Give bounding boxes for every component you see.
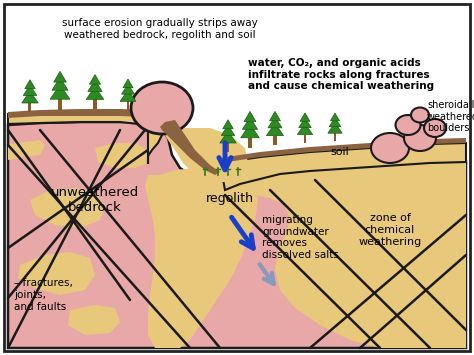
Polygon shape	[185, 218, 232, 248]
Polygon shape	[52, 78, 68, 90]
Polygon shape	[300, 113, 310, 121]
Text: zone of
chemical
weathering: zone of chemical weathering	[358, 213, 422, 247]
Text: unweathered
bedrock: unweathered bedrock	[51, 186, 139, 214]
Bar	[227, 143, 229, 152]
Polygon shape	[30, 188, 105, 228]
Polygon shape	[330, 113, 339, 121]
Polygon shape	[268, 117, 282, 128]
Polygon shape	[25, 80, 35, 89]
Ellipse shape	[404, 125, 436, 151]
Polygon shape	[50, 85, 70, 99]
Polygon shape	[223, 120, 233, 129]
Polygon shape	[123, 79, 133, 88]
Polygon shape	[244, 111, 256, 122]
Polygon shape	[329, 118, 341, 127]
Polygon shape	[8, 111, 162, 164]
Polygon shape	[23, 85, 37, 95]
Bar	[28, 103, 31, 112]
Polygon shape	[220, 131, 236, 143]
Bar	[248, 138, 252, 148]
Polygon shape	[297, 124, 313, 135]
Bar	[304, 135, 306, 143]
Text: – fractures,
joints,
and faults: – fractures, joints, and faults	[14, 278, 73, 312]
Ellipse shape	[371, 133, 409, 163]
Bar	[127, 102, 129, 110]
Bar	[93, 99, 97, 109]
Polygon shape	[241, 124, 259, 138]
Polygon shape	[90, 75, 100, 84]
Polygon shape	[145, 168, 258, 348]
Polygon shape	[120, 90, 136, 102]
Polygon shape	[299, 118, 311, 127]
Text: soil: soil	[330, 147, 349, 157]
Text: migrating
groundwater
removes
dissolved salts: migrating groundwater removes dissolved …	[262, 215, 339, 260]
Polygon shape	[242, 118, 258, 129]
Polygon shape	[8, 140, 45, 160]
Polygon shape	[266, 123, 283, 136]
Polygon shape	[220, 143, 466, 190]
Polygon shape	[121, 84, 135, 94]
Polygon shape	[221, 125, 235, 136]
Polygon shape	[220, 138, 466, 163]
Text: water, CO₂, and organic acids
infiltrate rocks along fractures
and cause chemica: water, CO₂, and organic acids infiltrate…	[248, 58, 434, 91]
Ellipse shape	[424, 119, 446, 137]
Polygon shape	[8, 109, 150, 118]
Polygon shape	[18, 252, 95, 295]
Polygon shape	[22, 91, 38, 103]
Polygon shape	[328, 123, 342, 133]
Ellipse shape	[411, 108, 429, 122]
Polygon shape	[68, 305, 120, 335]
Polygon shape	[165, 128, 248, 182]
Polygon shape	[220, 162, 466, 348]
Bar	[273, 136, 276, 145]
Polygon shape	[270, 111, 281, 121]
Polygon shape	[8, 122, 466, 348]
Polygon shape	[86, 87, 104, 99]
Text: regolith: regolith	[206, 192, 254, 205]
Bar	[58, 99, 62, 110]
Text: surface erosion gradually strips away
weathered bedrock, regolith and soil: surface erosion gradually strips away we…	[62, 18, 258, 40]
Text: sheroidally
weathered
boulders: sheroidally weathered boulders	[427, 100, 474, 133]
Polygon shape	[88, 80, 102, 91]
Polygon shape	[160, 120, 220, 175]
Ellipse shape	[131, 82, 193, 134]
Polygon shape	[95, 143, 148, 168]
Polygon shape	[54, 71, 66, 82]
Bar	[334, 133, 336, 141]
Ellipse shape	[395, 115, 420, 135]
